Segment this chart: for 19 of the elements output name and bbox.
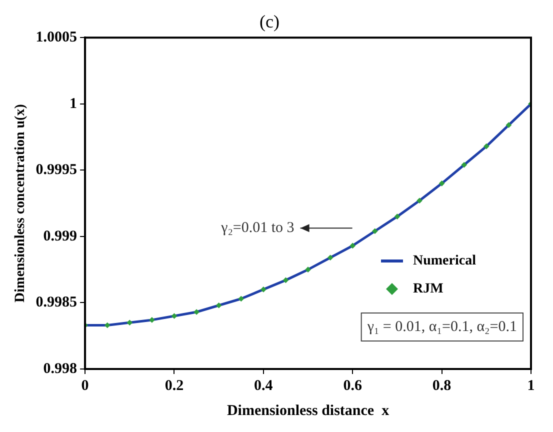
y-tick-label: 0.998 [43,360,78,377]
y-tick-label: 1 [70,96,78,112]
annotation: γ₁ = 0.01, α₁=0.1, α₂=0.1 [366,318,517,335]
x-tick-label: 0.8 [432,378,452,394]
x-tick-label: 0 [81,378,89,394]
y-axis-title: Dimensionless concentration u(x) [13,104,28,302]
y-tick-label: 1.0005 [36,29,78,46]
y-tick-label: 0.9995 [36,162,78,178]
x-tick-label: 0.4 [254,378,274,394]
legend-label: Numerical [413,254,476,269]
chart-title: (c) [260,12,280,32]
x-tick-label: 0.6 [343,378,362,394]
y-tick-label: 0.999 [43,228,78,244]
x-tick-label: 1 [527,378,535,394]
legend-label: RJM [413,282,444,297]
x-axis-title: Dimensionless distance x [226,402,390,419]
x-tick-label: 0.2 [164,378,184,394]
annotation: γ₂=0.01 to 3 [220,220,294,236]
y-tick-label: 0.9985 [36,294,78,311]
